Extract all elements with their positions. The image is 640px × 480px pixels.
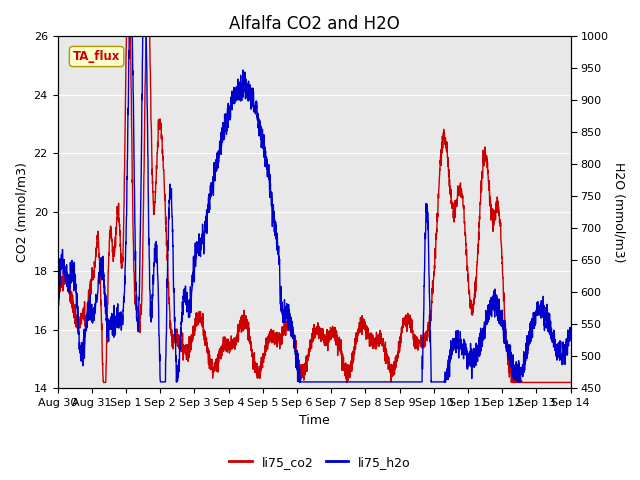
Y-axis label: CO2 (mmol/m3): CO2 (mmol/m3): [15, 162, 28, 262]
Text: TA_flux: TA_flux: [73, 50, 120, 63]
Y-axis label: H2O (mmol/m3): H2O (mmol/m3): [612, 162, 625, 263]
X-axis label: Time: Time: [299, 414, 330, 427]
Title: Alfalfa CO2 and H2O: Alfalfa CO2 and H2O: [228, 15, 399, 33]
Legend: li75_co2, li75_h2o: li75_co2, li75_h2o: [224, 451, 416, 474]
